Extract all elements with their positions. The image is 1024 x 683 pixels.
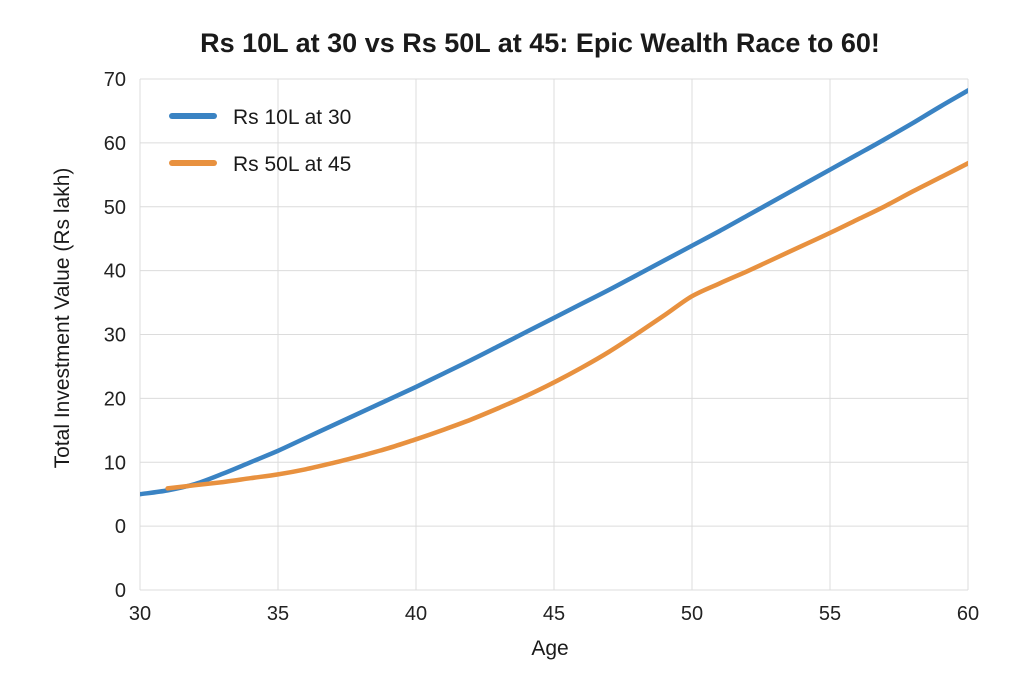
chart-title: Rs 10L at 30 vs Rs 50L at 45: Epic Wealt… <box>200 28 880 58</box>
y-tick-label: 20 <box>104 388 126 410</box>
x-tick-label: 40 <box>405 603 427 625</box>
series-line-1 <box>140 87 968 497</box>
x-axis-label: Age <box>531 637 568 660</box>
y-axis-ticks: 70 60 50 40 30 20 10 0 0 <box>104 69 126 602</box>
series-line-2 <box>165 160 968 491</box>
y-axis-label: Total Investment Value (Rs lakh) <box>51 168 74 469</box>
y-tick-label: 70 <box>104 69 126 91</box>
y-tick-label: 0 <box>115 580 126 602</box>
legend-label: Rs 50L at 45 <box>233 153 351 176</box>
legend-label: Rs 10L at 30 <box>233 106 351 129</box>
x-tick-label: 60 <box>957 603 979 625</box>
y-tick-label: 40 <box>104 261 126 283</box>
x-tick-label: 55 <box>819 603 841 625</box>
x-tick-label: 35 <box>267 603 289 625</box>
x-tick-label: 45 <box>543 603 565 625</box>
y-tick-label: 50 <box>104 197 126 219</box>
legend: Rs 10L at 30 Rs 50L at 45 <box>169 106 351 176</box>
gridlines <box>139 78 969 591</box>
x-tick-label: 50 <box>681 603 703 625</box>
y-tick-label: 60 <box>104 133 126 155</box>
x-axis-ticks: 30 35 40 45 50 55 60 <box>129 603 979 625</box>
x-tick-label: 30 <box>129 603 151 625</box>
y-tick-label: 30 <box>104 325 126 347</box>
series-lines <box>140 87 968 497</box>
y-tick-label: 10 <box>104 452 126 474</box>
y-tick-label: 0 <box>115 516 126 538</box>
